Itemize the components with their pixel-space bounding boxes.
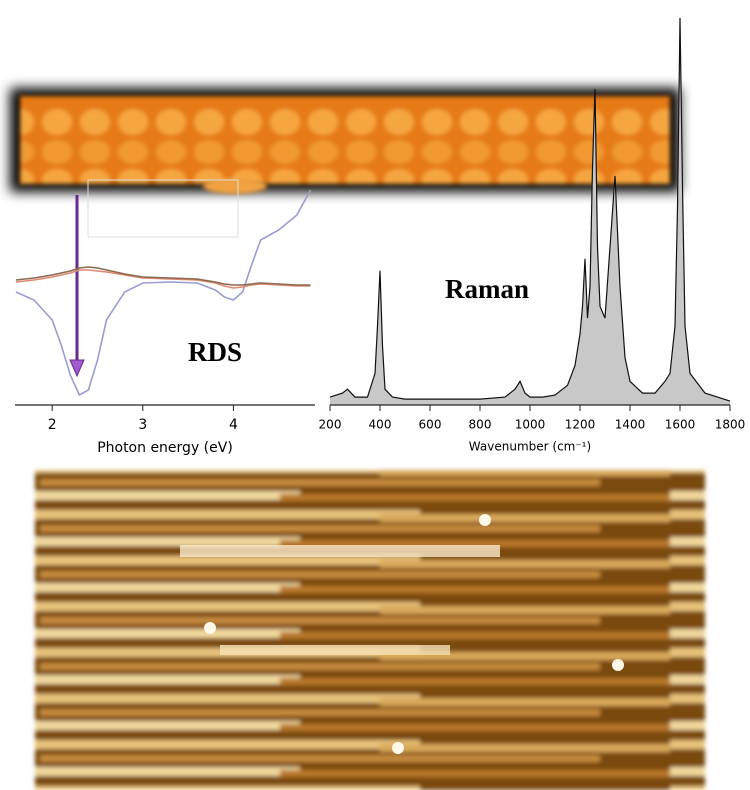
annotation: Raman bbox=[445, 274, 529, 304]
x-tick-label: 4 bbox=[229, 417, 238, 433]
afm-image bbox=[35, 470, 705, 790]
x-axis-label: Wavenumber (cm⁻¹) bbox=[469, 440, 591, 454]
rds-curve bbox=[16, 190, 311, 395]
x-tick-label: 1600 bbox=[665, 418, 696, 432]
raman-line bbox=[330, 18, 730, 401]
x-tick-label: 1400 bbox=[615, 418, 646, 432]
x-tick-label: 600 bbox=[419, 418, 442, 432]
x-tick-label: 1800 bbox=[715, 418, 746, 432]
rds-arrow bbox=[70, 195, 84, 376]
x-tick-label: 3 bbox=[138, 417, 147, 433]
x-tick-label: 200 bbox=[319, 418, 342, 432]
x-tick-label: 1000 bbox=[515, 418, 546, 432]
x-tick-label: 400 bbox=[369, 418, 392, 432]
x-tick-label: 1200 bbox=[565, 418, 596, 432]
raman-area bbox=[330, 18, 730, 405]
x-axis-label: Photon energy (eV) bbox=[97, 440, 233, 456]
stm-image bbox=[10, 88, 680, 194]
figure: 2 3 4 Photon energy (eV) RDS 200 400 600 800 1000… bbox=[0, 0, 750, 790]
annotation: RDS bbox=[188, 337, 242, 367]
x-tick-label: 2 bbox=[48, 417, 57, 433]
x-tick-label: 800 bbox=[469, 418, 492, 432]
